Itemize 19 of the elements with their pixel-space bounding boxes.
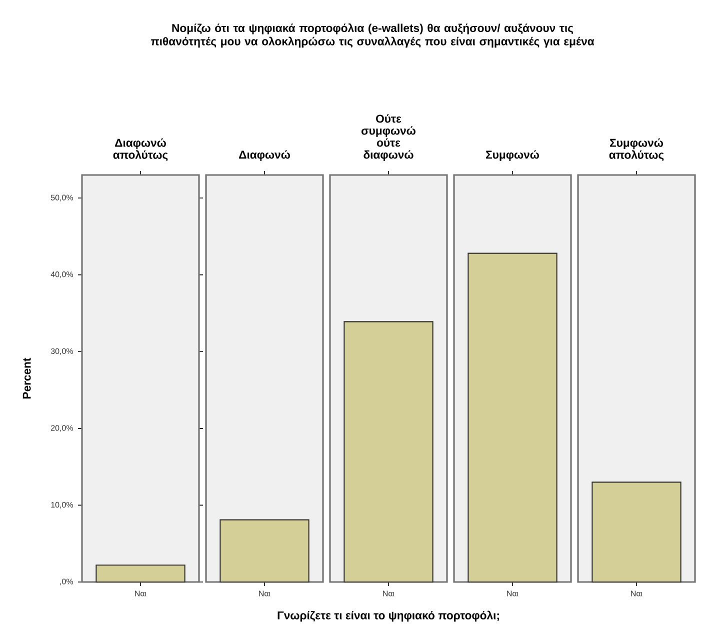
text: Νομίζω ότι τα ψηφιακά πορτοφόλια (e-wallets) θα αυξήσουν/ αυξάνουν τις πιθανότητές μου να ολοκληρώσω τις συναλλαγές που είναι σημαντικές για εμένα: [150, 23, 594, 48]
chart-title: Συμφωνώ: [486, 150, 539, 161]
chart-title: Διαφωνώ: [239, 150, 290, 161]
y-tick-label: ,0%: [60, 578, 74, 586]
chart-title: Ούτε συμφωνώ ούτε διαφωνώ: [362, 114, 416, 161]
chart-title: Συμφωνώ απολύτως: [609, 138, 664, 161]
y-tick-label: 10,0%: [51, 502, 74, 509]
x-tick-label: Ναι: [383, 590, 394, 596]
x-tick-label: Ναι: [259, 590, 270, 596]
x-tick-label: Ναι: [507, 590, 518, 596]
y-tick-label: 40,0%: [50, 272, 74, 278]
y-tick-label: 30,0%: [50, 348, 74, 355]
x-tick-label: Ναι: [135, 590, 146, 596]
y-tick-label: 50,0%: [50, 194, 74, 202]
y-axis-title: Percent: [22, 358, 31, 399]
y-tick-label: 20,0%: [51, 425, 74, 432]
x-tick-label: Ναι: [631, 590, 642, 596]
chart-title: Διαφωνώ απολύτως: [113, 138, 168, 161]
x-axis-title: Γνωρίζετε τι είναι το ψηφιακό πορτοφόλι;: [278, 610, 499, 622]
